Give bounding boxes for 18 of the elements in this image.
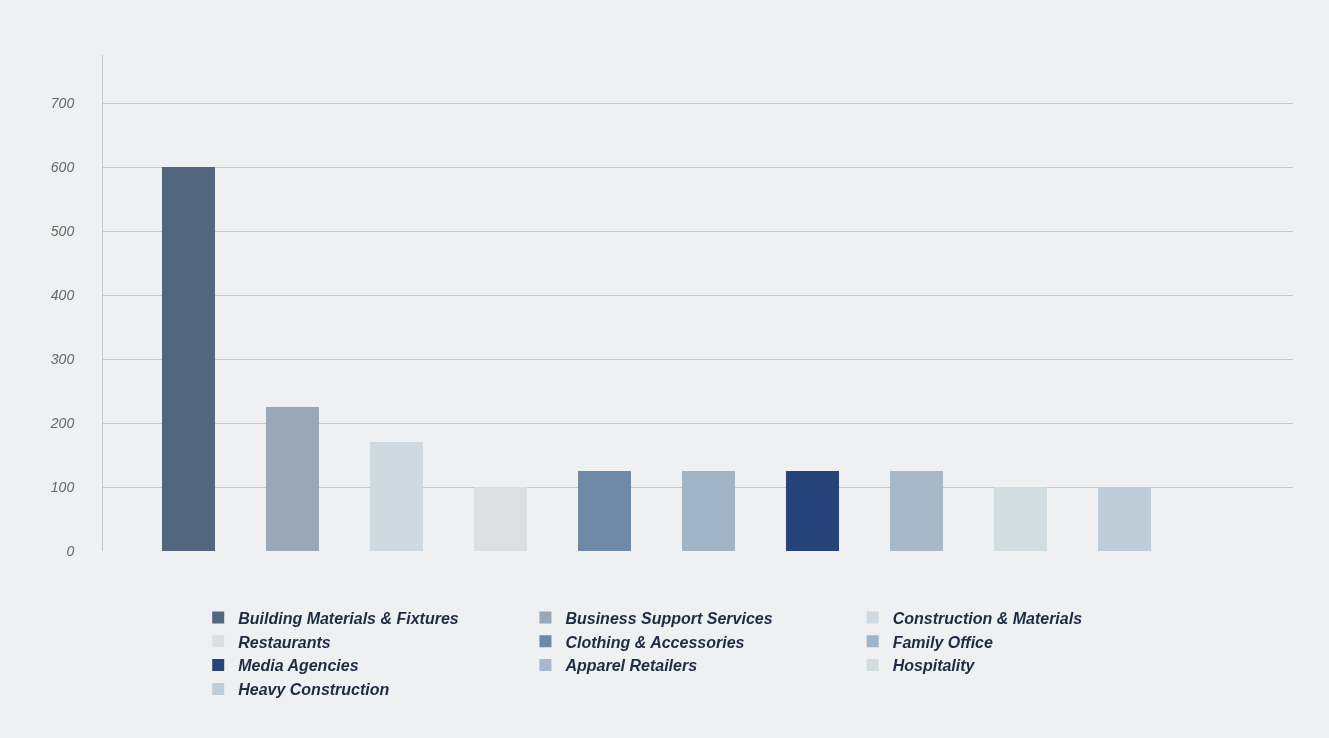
y-tick-label: 200 bbox=[49, 414, 75, 431]
y-tick-label: 400 bbox=[50, 286, 75, 303]
y-tick-label: 700 bbox=[50, 94, 75, 111]
legend-label: Heavy Construction bbox=[238, 681, 390, 699]
y-tick-label: 0 bbox=[66, 542, 75, 559]
legend-label: Media Agencies bbox=[238, 657, 359, 675]
legend-label: Restaurants bbox=[238, 633, 331, 651]
legend-label: Family Office bbox=[892, 633, 993, 651]
legend-label: Hospitality bbox=[892, 657, 976, 675]
y-tick-label: 300 bbox=[50, 350, 75, 367]
y-tick-label: 600 bbox=[50, 158, 75, 175]
legend-label: Construction & Materials bbox=[892, 609, 1083, 627]
legend-label: Clothing & Accessories bbox=[565, 633, 745, 651]
y-tick-label: 100 bbox=[50, 478, 75, 495]
y-tick-label: 500 bbox=[50, 222, 75, 239]
legend-label: Business Support Services bbox=[565, 609, 773, 627]
legend-label: Apparel Retailers bbox=[564, 657, 698, 675]
legend-label: Building Materials & Fixtures bbox=[238, 609, 459, 627]
